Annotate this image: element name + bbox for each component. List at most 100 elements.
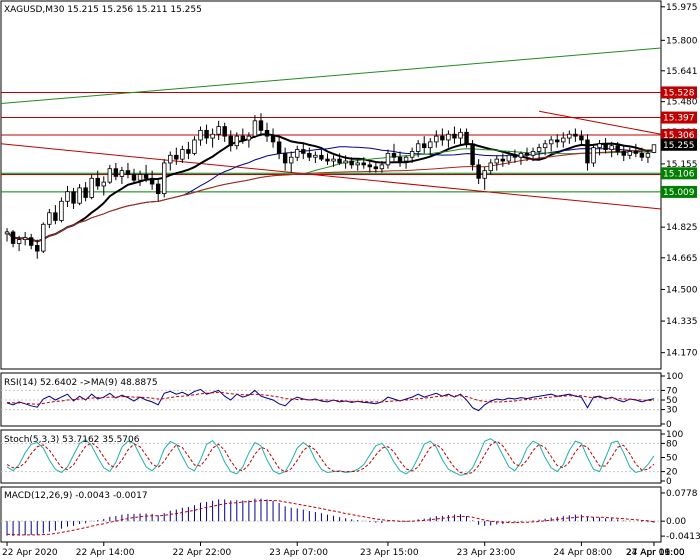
candle-body xyxy=(168,154,173,164)
candle-body xyxy=(585,139,590,164)
oscillator-tick-label: 50 xyxy=(666,396,678,406)
candle-body xyxy=(149,177,155,185)
candle-body xyxy=(464,131,469,145)
price-tick-label: 14.170 xyxy=(666,349,698,359)
price-tick-label: 15.155 xyxy=(666,160,698,170)
moving-average-line xyxy=(6,149,655,243)
candle-body xyxy=(482,170,487,179)
candle-body xyxy=(216,126,221,135)
candle-body xyxy=(131,174,137,181)
candle-body xyxy=(397,156,403,162)
candle-body xyxy=(415,143,421,152)
level-label-text: 15.009 xyxy=(663,188,695,198)
level-label-box xyxy=(661,185,697,198)
candle-body xyxy=(246,135,252,141)
candle-body xyxy=(258,120,264,131)
candle-body xyxy=(337,158,342,164)
candle-body xyxy=(264,129,270,137)
trend-line xyxy=(539,110,662,135)
candle-body xyxy=(53,212,58,221)
time-tick-label: 24 Apr 08:00 xyxy=(553,548,612,558)
macd-title: MACD(12,26,9) -0.0043 -0.0017 xyxy=(4,491,148,501)
candle-body xyxy=(276,141,282,154)
candle-body xyxy=(518,152,524,158)
macd-tick-label: 0.00 xyxy=(666,517,686,527)
stoch-title: Stoch(5,3,3) 53.7162 35.5706 xyxy=(4,435,140,445)
candle-body xyxy=(627,151,633,156)
time-tick-label: 24 Apr 16:00 xyxy=(626,548,685,558)
candle-body xyxy=(119,170,125,177)
candle-body xyxy=(476,164,481,179)
price-tick-label: 14.665 xyxy=(666,254,698,264)
candle-body xyxy=(162,162,167,195)
candle-body xyxy=(204,129,209,139)
candle-body xyxy=(639,152,645,158)
candle-body xyxy=(41,223,46,252)
candle-body xyxy=(355,162,360,166)
candle-body xyxy=(567,133,572,139)
candle-body xyxy=(385,152,391,166)
trend-line xyxy=(0,143,662,210)
oscillator-series-line xyxy=(6,438,655,476)
candle-body xyxy=(22,237,28,241)
macd-tick-label: 0.0778 xyxy=(666,489,698,499)
oscillator-tick-label: 70 xyxy=(666,386,678,396)
price-pane-frame xyxy=(0,0,662,370)
candle-body xyxy=(609,145,614,150)
candle-body xyxy=(125,170,131,175)
candle-body xyxy=(621,151,626,156)
candle-body xyxy=(373,166,379,170)
level-label-text: 15.528 xyxy=(663,88,695,98)
candle-body xyxy=(446,133,451,141)
level-label-box xyxy=(661,86,697,99)
oscillator-series-line xyxy=(6,391,654,405)
candle-body xyxy=(548,139,554,145)
candle-body xyxy=(343,160,348,164)
time-tick-label: 22 Apr 22:00 xyxy=(173,548,232,558)
candle-body xyxy=(349,160,354,166)
candle-body xyxy=(506,154,512,162)
candle-body xyxy=(434,135,439,143)
oscillator-tick-label: 20 xyxy=(666,468,678,478)
time-tick-label: 27 Apr 09:00 xyxy=(626,548,685,558)
candle-body xyxy=(113,168,119,177)
macd-tick-label: -0.0413 xyxy=(666,532,700,542)
candle-body xyxy=(536,147,542,152)
candle-body xyxy=(645,152,651,158)
time-axis: 22 Apr 2020 22 Apr 14:00 22 Apr 22:00 23 Ap… xyxy=(2,542,685,558)
time-tick-label: 23 Apr 15:00 xyxy=(360,548,419,558)
macd-pane: 0.0778 0.00 -0.0413 MACD(12,26,9) -0.0043 … xyxy=(0,486,700,543)
candle-body xyxy=(319,154,324,160)
candle-body xyxy=(35,244,40,252)
price-tick-label: 15.975 xyxy=(666,3,698,13)
candle-body xyxy=(579,135,584,141)
candle-body xyxy=(603,143,608,150)
level-label-box xyxy=(661,128,697,141)
candle-body xyxy=(403,156,409,162)
candle-body xyxy=(488,162,493,172)
macd-signal-line xyxy=(6,500,655,536)
candle-body xyxy=(95,177,100,187)
candle-body xyxy=(198,129,203,141)
time-tick-label: 22 Apr 14:00 xyxy=(76,548,135,558)
candle-body xyxy=(222,126,227,137)
candle-body xyxy=(77,187,82,204)
candle-body xyxy=(428,141,433,149)
candle-body xyxy=(89,177,94,198)
candle-body xyxy=(633,151,639,154)
candle-body xyxy=(83,187,88,198)
candle-body xyxy=(101,181,106,187)
candle-body xyxy=(458,131,463,139)
price-tick-label: 15.641 xyxy=(666,67,698,77)
candle-body xyxy=(10,231,16,244)
candle-body xyxy=(307,152,312,158)
price-tick-label: 15.800 xyxy=(666,36,698,46)
price-tick-label: 14.335 xyxy=(666,317,698,327)
price-pane: 15.97515.80015.64115.48015.32115.15515.0… xyxy=(0,0,698,370)
candle-body xyxy=(367,164,373,168)
candle-body xyxy=(252,120,258,137)
time-tick-label: 23 Apr 23:00 xyxy=(457,548,516,558)
candle-body xyxy=(361,162,366,166)
candle-body xyxy=(71,191,76,204)
